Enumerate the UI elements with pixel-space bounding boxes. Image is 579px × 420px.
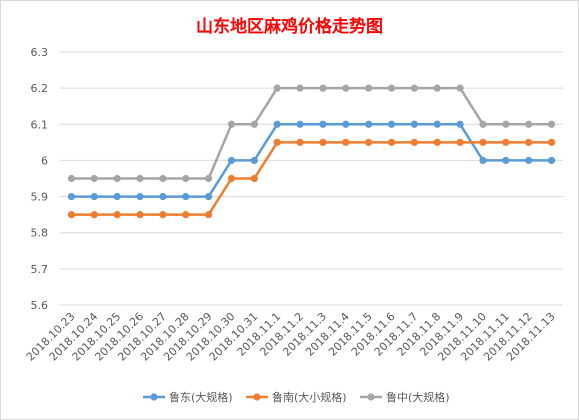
data-point [525, 156, 533, 165]
chart-title: 山东地区麻鸡价格走势图 [196, 17, 383, 37]
y-tick-label: 5.9 [31, 191, 49, 204]
data-point [433, 120, 441, 128]
y-axis-ticks: 5.6 5.7 5.8 5.9 6 6.1 6.2 6.3 [31, 46, 49, 312]
y-tick-label: 5.7 [31, 263, 49, 276]
data-point [205, 211, 213, 219]
data-point [227, 156, 236, 165]
data-point [342, 84, 350, 92]
data-point [113, 192, 121, 201]
data-point [182, 174, 190, 183]
data-point [456, 120, 464, 128]
data-point [547, 156, 556, 165]
legend: 鲁东(大规格) 鲁南(大小规格) 鲁中(大规格) [143, 390, 450, 404]
data-point [410, 138, 418, 146]
data-point [227, 174, 236, 183]
data-point [387, 120, 396, 128]
data-point [410, 120, 418, 128]
data-point [90, 174, 98, 183]
data-point [273, 138, 281, 146]
data-point [205, 192, 213, 201]
data-point [525, 120, 533, 128]
data-point [182, 192, 190, 201]
data-point [273, 84, 281, 92]
data-point [136, 211, 144, 219]
data-point [159, 174, 167, 183]
data-point [387, 84, 396, 92]
data-point [502, 120, 510, 128]
data-point [365, 138, 373, 146]
data-point [136, 174, 144, 183]
data-point [479, 120, 487, 128]
data-point [296, 84, 304, 92]
data-point [159, 192, 167, 201]
data-point [113, 211, 121, 219]
y-tick-label: 6.1 [31, 118, 49, 131]
series-lines [67, 84, 556, 219]
x-axis-ticks: 2018.10.232018.10.242018.10.252018.10.26… [24, 310, 558, 364]
data-point [90, 211, 98, 219]
legend-label: 鲁南(大小规格) [272, 390, 347, 404]
data-point [433, 84, 441, 92]
data-point [319, 120, 327, 128]
y-tick-label: 6.2 [31, 82, 49, 95]
data-point [319, 138, 327, 146]
data-point [296, 120, 304, 128]
data-point [479, 156, 487, 165]
data-point [547, 138, 556, 146]
data-point [273, 120, 281, 128]
data-point [410, 84, 418, 92]
legend-swatch-marker [253, 393, 261, 401]
legend-swatch-marker [367, 393, 375, 401]
y-tick-label: 5.8 [31, 227, 49, 240]
data-point [67, 174, 76, 183]
data-point [250, 120, 258, 128]
data-point [113, 174, 121, 183]
data-point [342, 138, 350, 146]
data-point [159, 211, 167, 219]
data-point [182, 211, 190, 219]
data-point [479, 138, 487, 146]
data-point [365, 120, 373, 128]
series-3 [67, 84, 556, 183]
data-point [67, 192, 76, 201]
data-point [525, 138, 533, 146]
data-point [227, 120, 236, 128]
data-point [502, 156, 510, 165]
y-tick-label: 6 [41, 154, 48, 167]
data-point [365, 84, 373, 92]
data-point [205, 174, 213, 183]
data-point [342, 120, 350, 128]
data-point [90, 192, 98, 201]
data-point [250, 174, 258, 183]
legend-swatch-marker [150, 393, 158, 401]
y-tick-label: 5.6 [31, 299, 49, 312]
data-point [387, 138, 396, 146]
data-point [250, 156, 258, 165]
y-tick-label: 6.3 [31, 46, 49, 59]
data-point [502, 138, 510, 146]
data-point [319, 84, 327, 92]
series-line [71, 141, 552, 216]
data-point [136, 192, 144, 201]
series-line [71, 86, 552, 180]
legend-label: 鲁东(大规格) [169, 390, 233, 404]
data-point [433, 138, 441, 146]
data-point [67, 211, 76, 219]
data-point [456, 84, 464, 92]
series-2 [67, 138, 556, 219]
data-point [547, 120, 556, 128]
data-point [296, 138, 304, 146]
legend-label: 鲁中(大规格) [386, 390, 450, 404]
data-point [456, 138, 464, 146]
